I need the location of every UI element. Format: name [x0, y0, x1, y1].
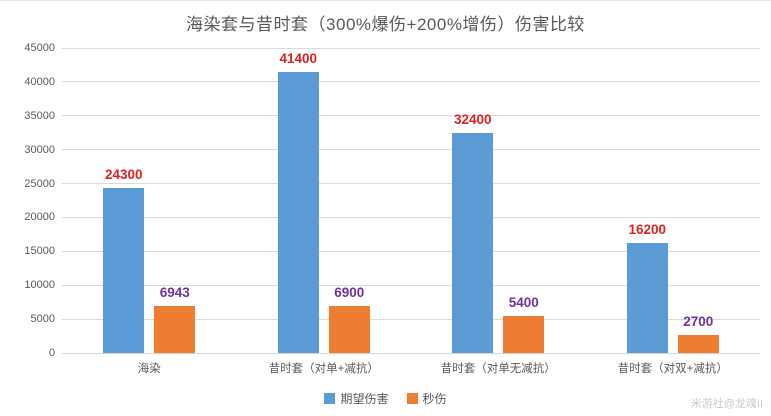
y-axis-tick-label: 30000 — [24, 143, 55, 156]
data-label: 5400 — [508, 295, 539, 311]
gridline — [62, 183, 760, 185]
y-axis-tick-label: 15000 — [24, 245, 55, 258]
legend-swatch — [406, 393, 418, 404]
data-label: 41400 — [279, 51, 318, 67]
bar-series1-group3 — [452, 133, 494, 353]
y-axis-tick-label: 45000 — [24, 42, 55, 54]
x-axis-category-label: 昔时套（对单无减抗） — [440, 363, 556, 375]
x-axis-category-label: 昔时套（对双+减抗） — [617, 363, 728, 375]
gridline — [62, 149, 760, 151]
y-axis-tick-label: 25000 — [24, 177, 55, 190]
gridline — [62, 216, 760, 218]
bar-series2-group2 — [328, 306, 370, 353]
data-label: 2700 — [683, 313, 714, 329]
data-label: 16200 — [628, 222, 667, 238]
plot-area: 24300 6943 41400 6900 32400 5400 16200 2700 — [62, 47, 760, 354]
x-axis-category-label: 昔时套（对单+减抗） — [268, 363, 379, 375]
data-label: 6900 — [334, 285, 365, 301]
gridline — [62, 284, 760, 286]
bar-series1-group2 — [277, 72, 319, 353]
bar-series2-group4 — [677, 334, 719, 353]
y-axis-tick-label: 40000 — [24, 75, 55, 88]
bar-series1-group4 — [626, 243, 668, 353]
x-axis-category-label: 海染 — [137, 363, 161, 375]
y-axis: 0 5000 10000 15000 20000 25000 30000 35000 40000… — [0, 42, 55, 359]
gridline — [62, 318, 760, 320]
bar-series1-group1 — [103, 188, 145, 353]
data-label: 32400 — [453, 112, 492, 128]
legend-label: 期望伤害 — [340, 392, 389, 406]
legend-swatch — [324, 393, 336, 404]
legend-item-dps: 秒伤 — [406, 390, 447, 407]
gridline — [62, 115, 760, 117]
legend-label: 秒伤 — [422, 392, 447, 406]
legend-item-expected-damage: 期望伤害 — [324, 390, 389, 407]
y-axis-tick-label: 20000 — [24, 211, 55, 224]
chart-title: 海染套与昔时套（300%爆伤+200%增伤）伤害比较 — [186, 15, 585, 34]
bar-series2-group1 — [154, 305, 196, 353]
gridline — [62, 81, 760, 83]
y-axis-tick-label: 5000 — [30, 313, 55, 326]
gridline — [62, 47, 760, 49]
watermark: 米游社@龙魂II — [690, 398, 763, 410]
y-axis-tick-label: 35000 — [24, 109, 55, 122]
bar-series2-group3 — [503, 316, 545, 353]
x-axis-labels: 海染 昔时套（对单+减抗） 昔时套（对单无减抗） 昔时套（对双+减抗） — [62, 360, 760, 376]
data-label: 6943 — [159, 284, 190, 300]
y-axis-tick-label: 0 — [48, 347, 55, 359]
y-axis-tick-label: 10000 — [24, 279, 55, 292]
gridline — [62, 250, 760, 252]
data-label: 24300 — [104, 167, 143, 183]
legend: 期望伤害 秒伤 — [0, 390, 771, 407]
